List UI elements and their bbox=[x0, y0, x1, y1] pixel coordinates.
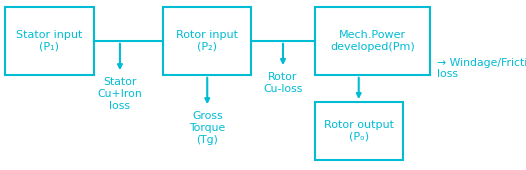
Text: Gross
Torque
(Tg): Gross Torque (Tg) bbox=[189, 111, 225, 144]
Text: → Windage/Friction
loss: → Windage/Friction loss bbox=[437, 58, 526, 79]
Text: Stator
Cu+Iron
loss: Stator Cu+Iron loss bbox=[97, 77, 143, 110]
Text: Stator input
(P₁): Stator input (P₁) bbox=[16, 30, 83, 52]
Bar bbox=[5, 7, 94, 75]
Bar bbox=[315, 102, 403, 160]
Text: Mech.Power
developed(Pm): Mech.Power developed(Pm) bbox=[330, 30, 415, 52]
Text: Rotor
Cu-loss: Rotor Cu-loss bbox=[264, 72, 302, 94]
Text: Rotor input
(P₂): Rotor input (P₂) bbox=[176, 30, 238, 52]
Bar bbox=[163, 7, 251, 75]
Bar bbox=[315, 7, 430, 75]
Text: Rotor output
(Pₒ): Rotor output (Pₒ) bbox=[323, 120, 394, 142]
